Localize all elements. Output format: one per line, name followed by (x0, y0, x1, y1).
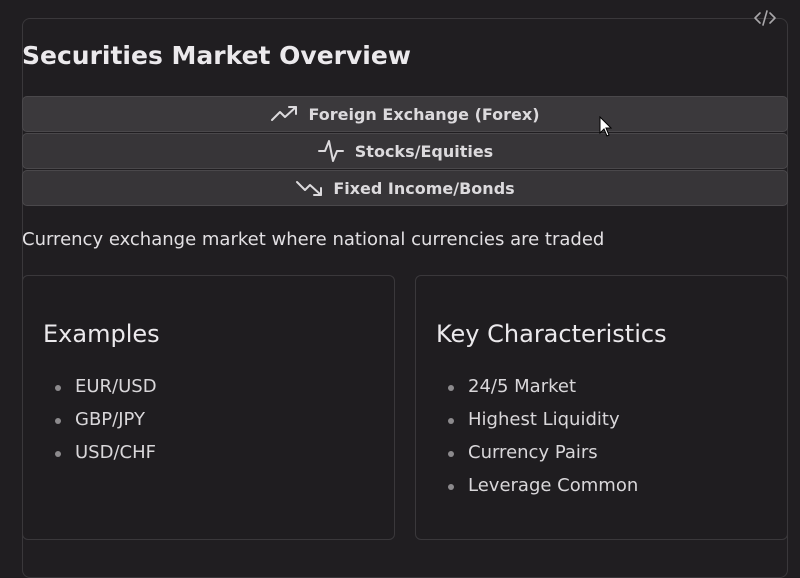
bullet-icon (55, 418, 61, 424)
list-item: EUR/USD (53, 376, 157, 409)
bullet-icon (448, 418, 454, 424)
forex-button-label: Foreign Exchange (Forex) (308, 104, 540, 124)
list-item: USD/CHF (53, 442, 157, 475)
market-description: Currency exchange market where national … (22, 229, 605, 250)
stocks-button-label: Stocks/Equities (354, 141, 494, 161)
key-characteristics-card: Key Characteristics 24/5 Market Highest … (415, 275, 788, 540)
list-item: Currency Pairs (446, 442, 638, 475)
examples-heading: Examples (43, 320, 160, 348)
activity-pulse-icon (317, 139, 345, 163)
trending-down-icon (295, 179, 323, 197)
key-characteristics-list: 24/5 Market Highest Liquidity Currency P… (446, 376, 638, 508)
bullet-icon (55, 451, 61, 457)
bonds-button-label: Fixed Income/Bonds (333, 178, 515, 198)
mouse-pointer-icon (599, 115, 613, 138)
list-item: Highest Liquidity (446, 409, 638, 442)
bullet-icon (448, 484, 454, 490)
examples-list: EUR/USD GBP/JPY USD/CHF (53, 376, 157, 475)
key-characteristics-heading: Key Characteristics (436, 320, 667, 348)
list-item: Leverage Common (446, 475, 638, 508)
bullet-icon (448, 451, 454, 457)
bonds-button[interactable]: Fixed Income/Bonds (22, 170, 788, 206)
list-item: GBP/JPY (53, 409, 157, 442)
examples-card: Examples EUR/USD GBP/JPY USD/CHF (22, 275, 395, 540)
bullet-icon (55, 385, 61, 391)
list-item: 24/5 Market (446, 376, 638, 409)
forex-button[interactable]: Foreign Exchange (Forex) (22, 96, 788, 132)
bullet-icon (448, 385, 454, 391)
page-title: Securities Market Overview (22, 41, 411, 70)
trending-up-icon (270, 105, 298, 123)
code-brackets-icon[interactable] (752, 8, 778, 28)
stocks-button[interactable]: Stocks/Equities (22, 133, 788, 169)
